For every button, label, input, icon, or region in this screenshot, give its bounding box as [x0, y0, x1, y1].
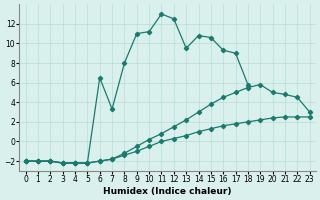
X-axis label: Humidex (Indice chaleur): Humidex (Indice chaleur)	[103, 187, 232, 196]
